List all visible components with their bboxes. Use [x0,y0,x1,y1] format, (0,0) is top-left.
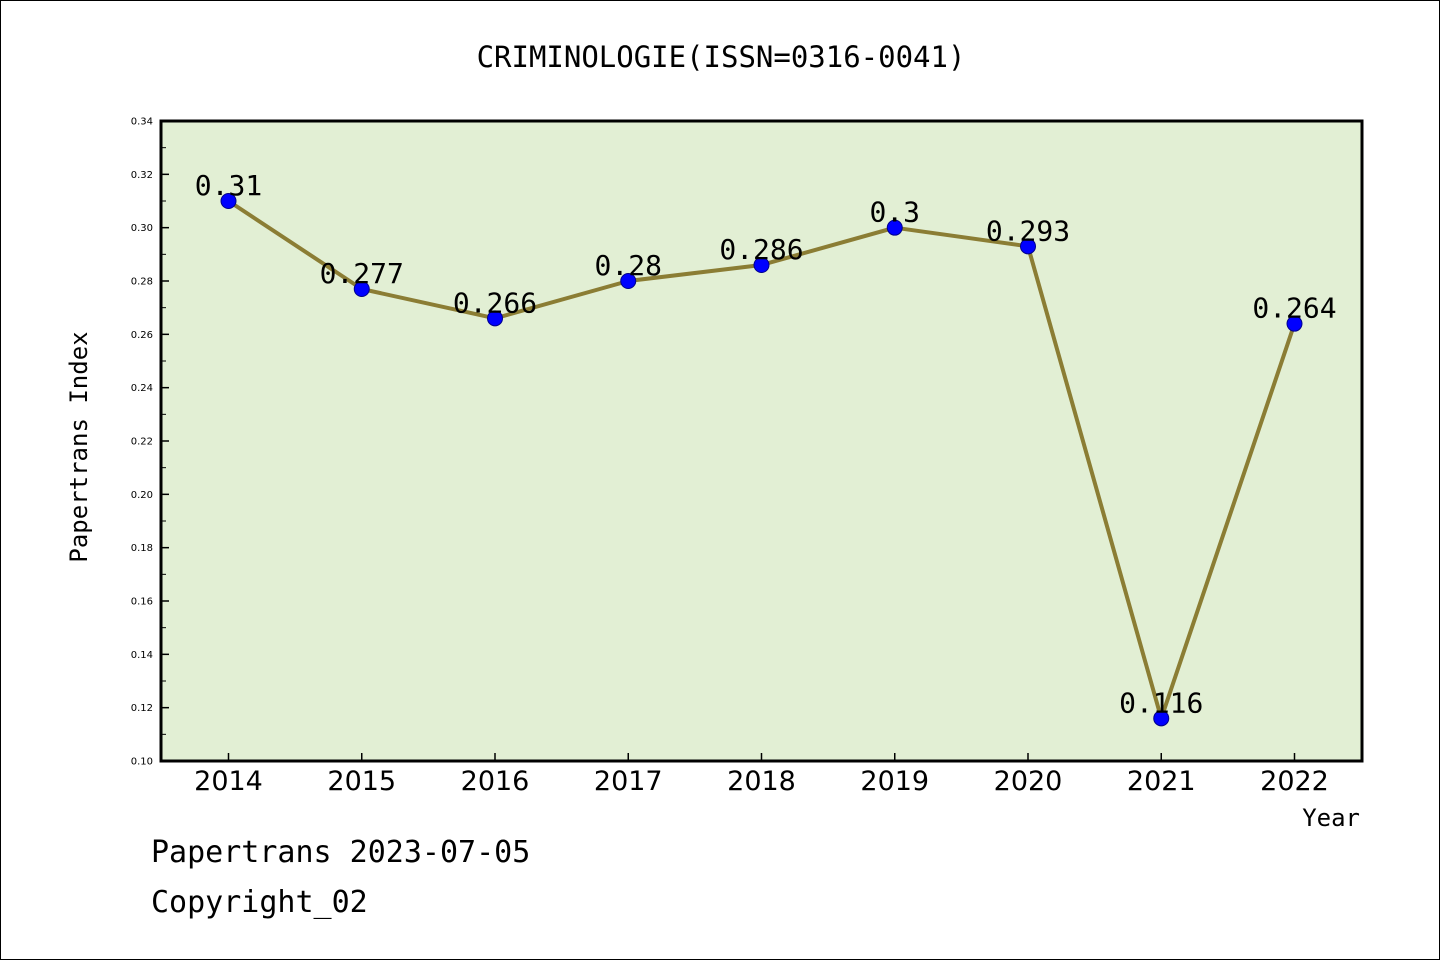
data-label: 0.277 [320,257,404,290]
y-tick-label: 0.30 [131,223,153,234]
data-point [620,273,637,289]
y-tick-label: 0.22 [131,437,153,448]
y-tick-label: 0.28 [131,277,153,288]
chart-title: CRIMINOLOGIE(ISSN=0316-0041) [477,40,966,74]
x-tick-label: 2017 [594,766,663,797]
footer-date: Papertrans 2023-07-05 [151,835,531,870]
y-axis: 0.10 0.12 0.14 0.16 0.18 0.20 0.22 0.24 0.26 0.28… [131,117,169,768]
x-tick-label: 2015 [327,766,396,797]
y-tick-label: 0.14 [131,650,153,661]
x-axis: 2014 2015 2016 2017 2018 2019 2020 2021 2022 [194,753,1329,797]
data-label: 0.266 [453,286,537,319]
data-label: 0.286 [719,233,803,266]
data-label: 0.116 [1119,686,1203,719]
series-layer [220,193,1303,727]
y-axis-label: Papertrans Index [65,331,93,562]
data-labels: 0.31 0.277 0.266 0.28 0.286 0.3 0.293 0.116 0.26… [195,169,1337,719]
data-point [1286,315,1303,332]
x-tick-label: 2016 [461,766,530,797]
data-label: 0.28 [595,249,662,282]
data-point [753,257,770,273]
data-label: 0.3 [869,196,920,229]
y-tick-label: 0.18 [131,543,153,554]
y-tick-label: 0.24 [131,383,153,394]
data-point [886,219,903,236]
x-tick-label: 2022 [1260,766,1329,797]
x-tick-label: 2021 [1127,766,1196,797]
y-tick-label: 0.26 [131,330,153,341]
data-point [1153,710,1170,727]
y-tick-label: 0.12 [131,703,153,714]
data-label: 0.264 [1252,292,1336,325]
x-tick-label: 2014 [194,766,263,797]
y-tick-label: 0.16 [131,597,153,608]
x-tick-label: 2018 [727,766,796,797]
y-tick-label: 0.10 [131,757,153,768]
data-point [353,281,370,297]
data-label: 0.293 [986,214,1070,247]
x-tick-label: 2019 [860,766,929,797]
data-point [1020,238,1036,255]
x-tick-label: 2020 [994,766,1063,797]
footer-copyright: Copyright_02 [151,885,368,920]
y-tick-label: 0.20 [131,490,153,501]
data-point [220,193,237,209]
y-tick-label: 0.34 [131,117,153,128]
y-tick-label: 0.32 [131,170,153,181]
data-label: 0.31 [195,169,262,202]
x-axis-label: Year [1302,804,1360,832]
data-point [487,310,503,327]
plot-area [159,119,1364,763]
